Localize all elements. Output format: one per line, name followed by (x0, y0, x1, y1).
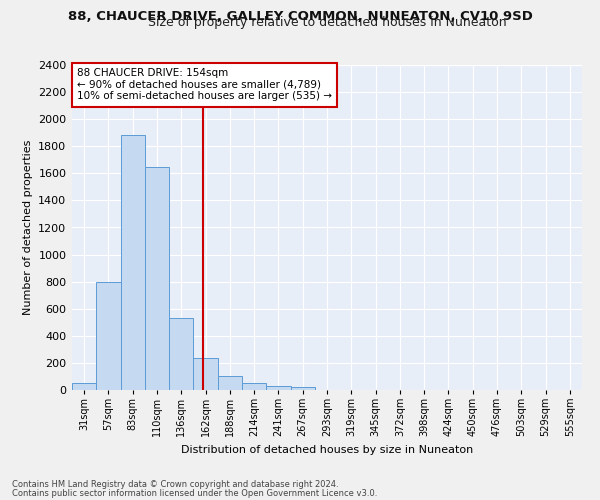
Text: Contains public sector information licensed under the Open Government Licence v3: Contains public sector information licen… (12, 490, 377, 498)
Text: 88, CHAUCER DRIVE, GALLEY COMMON, NUNEATON, CV10 9SD: 88, CHAUCER DRIVE, GALLEY COMMON, NUNEAT… (68, 10, 532, 23)
Bar (242, 382, 266, 390)
Title: Size of property relative to detached houses in Nuneaton: Size of property relative to detached ho… (148, 16, 506, 29)
Text: Contains HM Land Registry data © Crown copyright and database right 2024.: Contains HM Land Registry data © Crown c… (12, 480, 338, 489)
Bar (169, 318, 193, 390)
Bar (193, 358, 218, 390)
Bar (290, 388, 315, 390)
Text: 88 CHAUCER DRIVE: 154sqm
← 90% of detached houses are smaller (4,789)
10% of sem: 88 CHAUCER DRIVE: 154sqm ← 90% of detach… (77, 68, 332, 102)
Bar (121, 136, 145, 390)
Bar (145, 166, 169, 390)
Y-axis label: Number of detached properties: Number of detached properties (23, 140, 32, 315)
Bar (266, 386, 290, 390)
Bar (218, 376, 242, 390)
X-axis label: Distribution of detached houses by size in Nuneaton: Distribution of detached houses by size … (181, 445, 473, 455)
Bar (72, 383, 96, 390)
Bar (96, 282, 121, 390)
